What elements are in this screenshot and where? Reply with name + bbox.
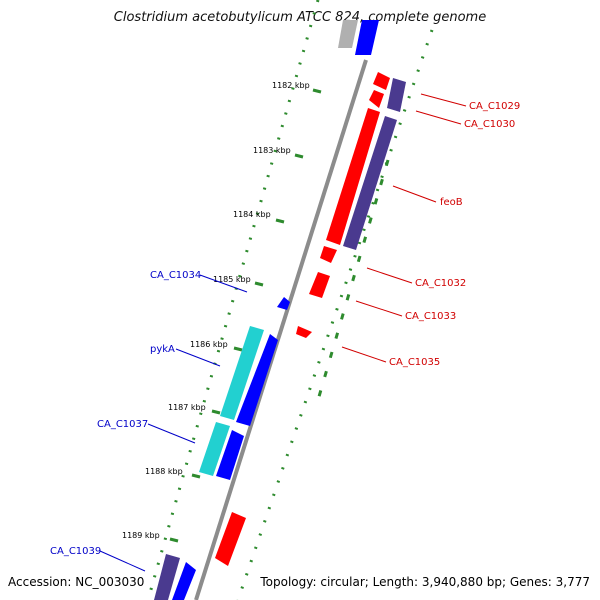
tick-mark bbox=[294, 153, 304, 159]
gene-navy-1030[interactable] bbox=[387, 78, 406, 112]
right-label-leaders bbox=[341, 93, 467, 363]
tick-label-1183: 1183 kbp bbox=[253, 146, 291, 155]
tick-mark bbox=[254, 281, 264, 287]
gene-ca-c1030-arrow[interactable] bbox=[369, 90, 384, 108]
label-ca-c1029: CA_C1029 bbox=[469, 101, 520, 112]
outer-tick-track bbox=[236, 29, 434, 600]
right-dash-track bbox=[316, 159, 390, 401]
label-feob: feoB bbox=[440, 197, 463, 208]
left-label-leaders bbox=[99, 274, 248, 572]
gene-pyka-cyan[interactable] bbox=[220, 326, 264, 420]
gene-pyka-blue[interactable] bbox=[236, 334, 278, 426]
leader-ca-c1037 bbox=[147, 423, 196, 444]
label-ca-c1033: CA_C1033 bbox=[405, 311, 456, 322]
topology-text: Topology: circular; Length: 3,940,880 bp… bbox=[260, 575, 590, 589]
accession-text: Accession: NC_003030 bbox=[8, 575, 145, 589]
leader-ca-c1030 bbox=[415, 110, 462, 125]
tick-label-1187: 1187 kbp bbox=[168, 403, 206, 412]
label-ca-c1034: CA_C1034 bbox=[150, 270, 201, 281]
tick-mark bbox=[233, 346, 243, 352]
tick-label-1182: 1182 kbp bbox=[272, 81, 310, 90]
gene-ca-c1032[interactable] bbox=[320, 246, 337, 263]
gene-ca-c1029[interactable] bbox=[373, 72, 390, 90]
tick-label-1189: 1189 kbp bbox=[122, 531, 160, 540]
label-ca-c1030: CA_C1030 bbox=[464, 119, 515, 130]
label-ca-c1037: CA_C1037 bbox=[97, 419, 148, 430]
gene-gray-top bbox=[338, 20, 358, 48]
tick-label-1188: 1188 kbp bbox=[145, 467, 183, 476]
gene-ca-c1039-navy[interactable] bbox=[154, 554, 180, 600]
label-ca-c1035: CA_C1035 bbox=[389, 357, 440, 368]
tick-mark bbox=[169, 537, 179, 543]
leader-ca-c1039 bbox=[99, 550, 146, 572]
gene-feob-red[interactable] bbox=[326, 108, 380, 245]
tick-mark bbox=[191, 473, 201, 479]
leader-ca-c1035 bbox=[341, 346, 387, 363]
tick-marks bbox=[169, 88, 322, 543]
gene-ca-c1037-cyan[interactable] bbox=[199, 422, 230, 476]
gene-red-lower[interactable] bbox=[215, 512, 246, 566]
gene-feob-navy[interactable] bbox=[343, 116, 397, 250]
map-title: Clostridium acetobutylicum ATCC 824, com… bbox=[113, 10, 487, 25]
genome-backbone bbox=[194, 59, 368, 600]
gene-ca-c1035[interactable] bbox=[296, 326, 312, 338]
leader-ca-c1032 bbox=[366, 267, 413, 284]
tick-mark bbox=[275, 218, 285, 224]
gene-ca-c1033[interactable] bbox=[309, 272, 330, 298]
gene-blue-top bbox=[355, 20, 379, 55]
leader-ca-c1029 bbox=[420, 93, 467, 107]
leader-ca-c1034 bbox=[199, 274, 248, 293]
label-ca-c1032: CA_C1032 bbox=[415, 278, 466, 289]
tick-mark bbox=[211, 409, 221, 415]
tick-label-1184: 1184 kbp bbox=[233, 210, 271, 219]
gene-ca-c1037-blue[interactable] bbox=[216, 430, 244, 480]
leader-feob bbox=[392, 185, 437, 203]
tick-label-1185: 1185 kbp bbox=[213, 275, 251, 284]
leader-ca-c1033 bbox=[355, 300, 403, 317]
tick-mark bbox=[312, 88, 322, 94]
label-pyka: pykA bbox=[150, 344, 175, 355]
gene-ca-c1039-blue[interactable] bbox=[172, 562, 196, 600]
tick-label-1186: 1186 kbp bbox=[190, 340, 228, 349]
leader-pyka bbox=[175, 348, 221, 367]
label-ca-c1039: CA_C1039 bbox=[50, 546, 101, 557]
gene-ca-c1034[interactable] bbox=[277, 297, 290, 310]
